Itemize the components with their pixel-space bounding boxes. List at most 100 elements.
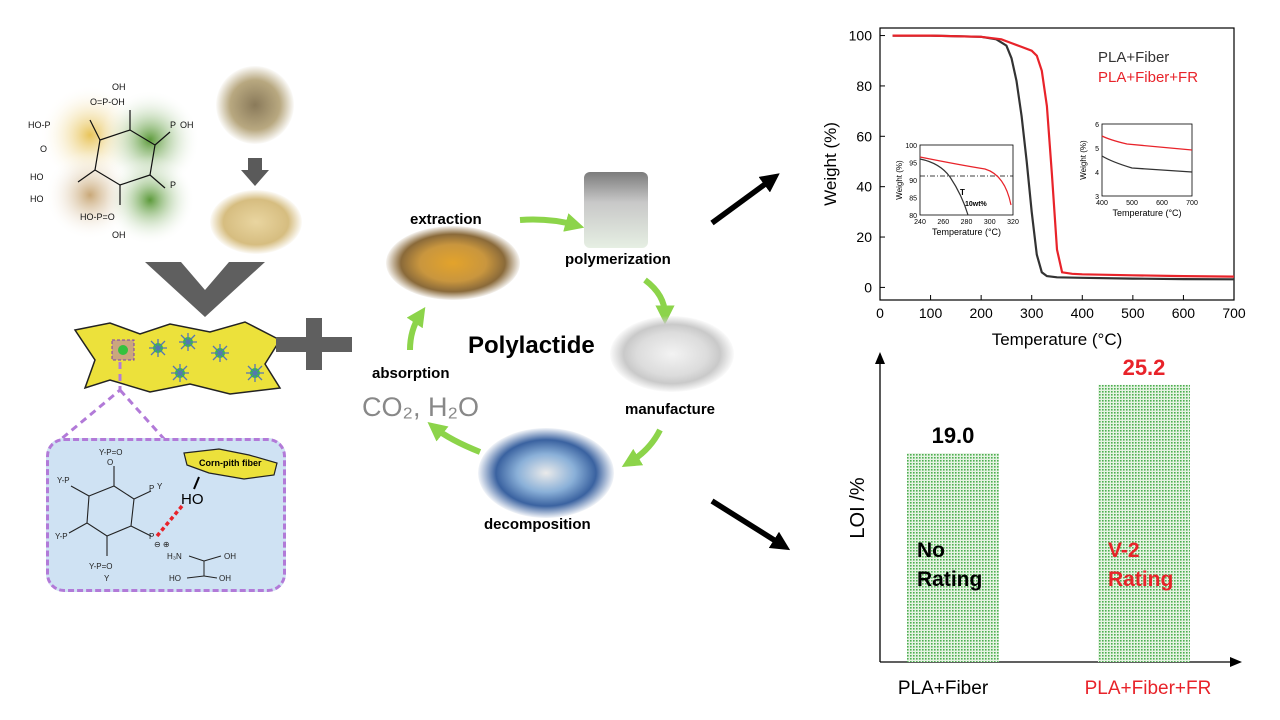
inset1-y-tick-label: 80 xyxy=(909,213,917,220)
y-tick-label: 20 xyxy=(856,229,872,245)
corn-pith-powder-photo xyxy=(210,190,302,254)
bar-rating-label-0: Rating xyxy=(917,568,982,591)
bar-rating-label-0: No xyxy=(917,539,945,562)
svg-text:P: P xyxy=(170,120,176,130)
svg-text:OH: OH xyxy=(180,120,194,130)
svg-text:HO-P=O: HO-P=O xyxy=(80,212,115,222)
bar-rating-label-1: Rating xyxy=(1108,568,1173,591)
lifecycle-arrows xyxy=(406,213,675,467)
svg-text:O=P-OH: O=P-OH xyxy=(90,97,125,107)
y-tick-label: 0 xyxy=(864,279,872,295)
loi-chart: LOI /% 19.0 No Rating PLA+Fiber 25.2 V-2 Rating… xyxy=(847,352,1242,699)
pla-pellets-photo xyxy=(610,316,734,392)
x-axis-arrowhead xyxy=(1230,657,1242,667)
svg-text:OH: OH xyxy=(112,230,126,240)
svg-text:P: P xyxy=(170,180,176,190)
corn-photo xyxy=(386,226,520,300)
inset2-series-0 xyxy=(1101,155,1193,173)
hydroxyl-label: HO xyxy=(181,491,204,508)
step-polymerization: polymerization xyxy=(565,251,671,268)
svg-text:P: P xyxy=(149,532,154,541)
x-tick-label: 200 xyxy=(969,305,993,321)
inset2-frame xyxy=(1101,123,1193,197)
inset1-series-1 xyxy=(919,156,1012,206)
straw-photo xyxy=(216,66,294,144)
inset1-x-label: Temperature (°C) xyxy=(932,227,1001,237)
inset1-annotation-pct: 10wt% xyxy=(965,201,988,208)
tga-chart: 0 100 200 300 400 500 600 700 0 20 40 60 80 100 Temper… xyxy=(821,27,1246,349)
inset1-y-tick-label: 100 xyxy=(905,143,917,150)
flask-photo xyxy=(584,172,648,248)
inset1-x-tick-label: 280 xyxy=(961,219,973,226)
y-axis-label: Weight (%) xyxy=(821,122,840,206)
inset2-series-1 xyxy=(1101,135,1193,151)
inset1-frame xyxy=(919,144,1014,216)
inset1-y-tick-label: 85 xyxy=(909,196,917,203)
x-tick-label: 600 xyxy=(1172,305,1196,321)
y-tick-label: 100 xyxy=(849,28,873,44)
step-extraction: extraction xyxy=(410,211,482,228)
svg-text:OH: OH xyxy=(224,552,236,561)
svg-text:Y-P=O: Y-P=O xyxy=(89,562,113,571)
step-absorption: absorption xyxy=(372,365,450,382)
inset2-y-tick-label: 5 xyxy=(1095,146,1099,153)
svg-text:Y: Y xyxy=(157,482,163,491)
x-tick-label: 400 xyxy=(1071,305,1095,321)
pla-products-photo xyxy=(478,428,614,518)
inset1-x-tick-label: 240 xyxy=(914,219,926,226)
legend-pla-fiber-fr: PLA+Fiber+FR xyxy=(1098,69,1198,86)
svg-text:HO-P: HO-P xyxy=(28,120,51,130)
fiber-interaction-callout: Corn-pith fiber HO Y-P=O O Y-P P Y Y-P P Y-P… xyxy=(46,438,286,592)
inset2-x-tick-label: 400 xyxy=(1096,200,1108,207)
svg-text:O: O xyxy=(40,144,47,154)
svg-text:Y-P=O: Y-P=O xyxy=(99,448,123,457)
chevron-down-icon xyxy=(145,262,265,317)
svg-text:Y: Y xyxy=(104,574,110,583)
inset2-x-label: Temperature (°C) xyxy=(1112,208,1181,218)
callout-connector xyxy=(59,362,167,442)
x-tick-label: 100 xyxy=(919,305,943,321)
svg-text:Y-P: Y-P xyxy=(55,532,68,541)
inset1-y-label: Weight (%) xyxy=(895,160,904,200)
inset2-y-tick-label: 6 xyxy=(1095,122,1099,129)
category-label-0: PLA+Fiber xyxy=(898,678,989,699)
inset1-x-tick-label: 300 xyxy=(984,219,996,226)
series-line-1 xyxy=(892,34,1235,278)
inset1-annotation-t: T xyxy=(960,188,965,197)
svg-text:⊖ ⊕: ⊖ ⊕ xyxy=(154,540,170,549)
svg-text:HO: HO xyxy=(169,574,181,583)
leaf-photo-2 xyxy=(105,155,195,245)
x-tick-label: 500 xyxy=(1121,305,1145,321)
y-tick-label: 60 xyxy=(856,128,872,144)
plus-icon xyxy=(276,318,352,370)
co2-h2o-label: CO₂, H₂O xyxy=(362,392,479,422)
svg-text:Y-P: Y-P xyxy=(57,476,70,485)
inset1-x-tick-label: 320 xyxy=(1007,219,1019,226)
svg-text:OH: OH xyxy=(112,82,126,92)
svg-text:OH: OH xyxy=(219,574,231,583)
inset2-y-tick-label: 4 xyxy=(1095,170,1099,177)
step-decomposition: decomposition xyxy=(484,516,591,533)
bar-0 xyxy=(907,453,999,662)
step-manufacture: manufacture xyxy=(625,401,716,418)
bar-1 xyxy=(1098,384,1190,662)
bar-rating-label-1: V-2 xyxy=(1108,539,1140,562)
plot-frame xyxy=(879,27,1235,301)
inset1-series-0 xyxy=(919,158,969,216)
x-tick-label: 0 xyxy=(876,305,884,321)
x-axis-label: Temperature (°C) xyxy=(992,330,1123,349)
corn-pith-fiber-label: Corn-pith fiber xyxy=(199,458,262,468)
inset2-x-tick-label: 700 xyxy=(1186,200,1198,207)
y-tick-label: 80 xyxy=(856,78,872,94)
x-tick-label: 700 xyxy=(1222,305,1246,321)
svg-text:HO: HO xyxy=(30,172,44,182)
inset1-x-tick-label: 260 xyxy=(937,219,949,226)
svg-text:P: P xyxy=(149,484,154,493)
inset2-y-tick-label: 3 xyxy=(1095,194,1099,201)
fr-molecule-structure: Corn-pith fiber HO Y-P=OO Y-PP Y Y-P P Y-P… xyxy=(55,448,278,583)
result-arrows xyxy=(710,173,791,551)
fiber-with-fr-particles xyxy=(73,321,282,395)
legend-pla-fiber: PLA+Fiber xyxy=(1098,49,1169,66)
polylactide-title: Polylactide xyxy=(468,332,595,359)
y-axis-arrowhead xyxy=(875,352,885,364)
